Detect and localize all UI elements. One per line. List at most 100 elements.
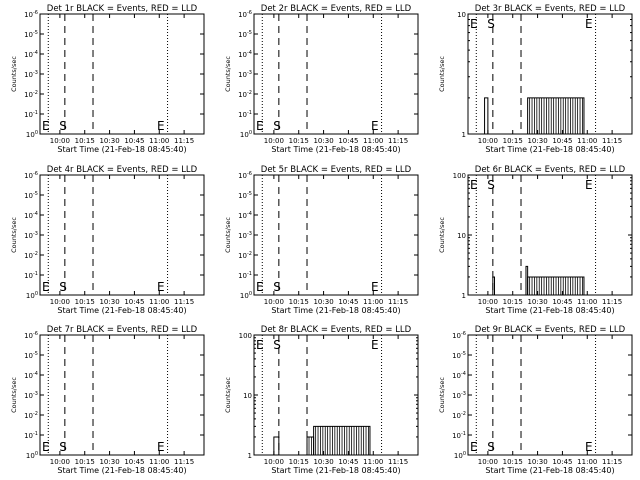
x-tick-label: 10:45 (552, 458, 572, 466)
x-tick-label: 11:15 (174, 458, 194, 466)
x-tick-label: 10:30 (527, 298, 547, 306)
y-tick-label: 10-6 (24, 10, 38, 19)
chart-title: Det 3r BLACK = Events, RED = LLD (475, 4, 626, 14)
end-marker: E (157, 280, 165, 294)
x-tick-label: 10:00 (264, 458, 284, 466)
y-tick-label: 10-2 (24, 251, 38, 260)
end-marker: E (585, 17, 593, 31)
x-tick-label: 11:00 (577, 137, 597, 145)
y-tick-label: 10-5 (452, 351, 466, 360)
y-tick-label: 10-1 (24, 431, 38, 440)
x-axis-label: Start Time (21-Feb-18 08:45:40) (271, 306, 400, 315)
x-tick-label: 10:30 (313, 298, 333, 306)
start-marker: S (487, 17, 495, 31)
y-tick-label: 10-2 (24, 411, 38, 420)
x-tick-label: 10:45 (124, 298, 144, 306)
x-tick-label: 10:30 (313, 137, 333, 145)
y-tick-label: 1 (462, 131, 466, 139)
y-tick-label: 10-6 (238, 10, 252, 19)
x-tick-label: 10:45 (124, 137, 144, 145)
x-axis-label: Start Time (21-Feb-18 08:45:40) (57, 306, 186, 315)
chart-panel-4: Det 4r BLACK = Events, RED = LLD 10-6 10-5… (10, 165, 205, 315)
start-marker: S (59, 280, 67, 294)
y-axis-label: Counts/sec (224, 56, 232, 92)
y-tick-label: 100 (454, 451, 466, 460)
x-tick-label: 11:15 (388, 298, 408, 306)
y-tick-label: 100 (453, 172, 466, 180)
y-tick-label: 10-5 (24, 351, 38, 360)
y-axis-label: Counts/sec (438, 56, 446, 92)
end-marker: E (157, 440, 165, 454)
x-tick-label: 10:00 (50, 458, 70, 466)
y-tick-label: 1 (248, 452, 252, 460)
chart-panel-1: Det 1r BLACK = Events, RED = LLD 10-6 10-5… (10, 4, 205, 154)
x-tick-label: 10:00 (50, 137, 70, 145)
x-axis-label: Start Time (21-Feb-18 08:45:40) (485, 466, 614, 475)
y-tick-label: 10-3 (24, 231, 38, 240)
y-tick-label: 10-6 (24, 171, 38, 180)
event-rate-segment (484, 97, 489, 134)
x-tick-label: 11:15 (602, 137, 622, 145)
y-axis-label: Counts/sec (438, 377, 446, 413)
end-marker: E (585, 178, 593, 192)
y-tick-label: 10-2 (238, 90, 252, 99)
y-tick-label: 10-3 (452, 391, 466, 400)
x-tick-label: 11:15 (602, 298, 622, 306)
x-tick-label: 11:00 (363, 137, 383, 145)
y-tick-label: 10 (243, 392, 252, 400)
y-tick-label: 10-2 (24, 90, 38, 99)
chart-title: Det 8r BLACK = Events, RED = LLD (261, 325, 412, 335)
x-tick-label: 10:00 (478, 298, 498, 306)
y-tick-label: 10-6 (452, 331, 466, 340)
y-tick-label: 10-4 (24, 371, 38, 380)
start-marker: S (59, 440, 67, 454)
x-tick-label: 11:00 (149, 298, 169, 306)
y-tick-label: 10 (457, 11, 466, 19)
y-tick-label: 10-1 (24, 110, 38, 119)
chart-title: Det 5r BLACK = Events, RED = LLD (261, 165, 412, 175)
x-tick-label: 10:30 (99, 458, 119, 466)
y-tick-label: 10-5 (238, 30, 252, 39)
chart-title: Det 1r BLACK = Events, RED = LLD (47, 4, 198, 14)
edge-end-marker: E (256, 280, 264, 294)
chart-title: Det 2r BLACK = Events, RED = LLD (261, 4, 412, 14)
x-tick-label: 10:45 (338, 137, 358, 145)
x-tick-label: 10:30 (99, 298, 119, 306)
y-tick-label: 100 (26, 130, 38, 139)
y-tick-label: 10-6 (238, 171, 252, 180)
x-tick-label: 10:30 (99, 137, 119, 145)
y-tick-label: 10-1 (238, 110, 252, 119)
chart-panel-5: Det 5r BLACK = Events, RED = LLD 10-6 10-5… (224, 165, 419, 315)
x-tick-label: 10:15 (503, 137, 523, 145)
edge-end-marker: E (42, 119, 50, 133)
chart-title: Det 6r BLACK = Events, RED = LLD (475, 165, 626, 175)
x-tick-label: 11:15 (388, 458, 408, 466)
end-marker: E (371, 119, 379, 133)
x-tick-label: 11:15 (174, 298, 194, 306)
x-tick-label: 10:15 (75, 458, 95, 466)
y-tick-label: 100 (240, 130, 252, 139)
x-tick-label: 10:00 (478, 137, 498, 145)
y-tick-label: 10-4 (238, 211, 252, 220)
y-tick-label: 10-1 (238, 271, 252, 280)
chart-panel-8: Det 8r BLACK = Events, RED = LLD 1 10 100 10… (224, 325, 419, 475)
y-tick-label: 10-6 (24, 331, 38, 340)
x-tick-label: 10:45 (338, 458, 358, 466)
event-rate-segment (492, 276, 496, 295)
x-tick-label: 10:30 (527, 458, 547, 466)
chart-panel-3: Det 3r BLACK = Events, RED = LLD 1 10 10:00… (438, 4, 633, 154)
y-axis-label: Counts/sec (10, 217, 18, 253)
x-tick-label: 10:45 (124, 458, 144, 466)
start-marker: S (487, 440, 495, 454)
x-tick-label: 10:15 (503, 298, 523, 306)
y-tick-label: 10 (457, 232, 466, 240)
chart-title: Det 9r BLACK = Events, RED = LLD (475, 325, 626, 335)
y-tick-label: 10-3 (24, 391, 38, 400)
edge-end-marker: E (470, 440, 478, 454)
y-tick-label: 10-5 (238, 191, 252, 200)
start-marker: S (273, 119, 281, 133)
y-axis-label: Counts/sec (10, 56, 18, 92)
y-tick-label: 100 (239, 332, 252, 340)
x-tick-label: 11:00 (363, 298, 383, 306)
